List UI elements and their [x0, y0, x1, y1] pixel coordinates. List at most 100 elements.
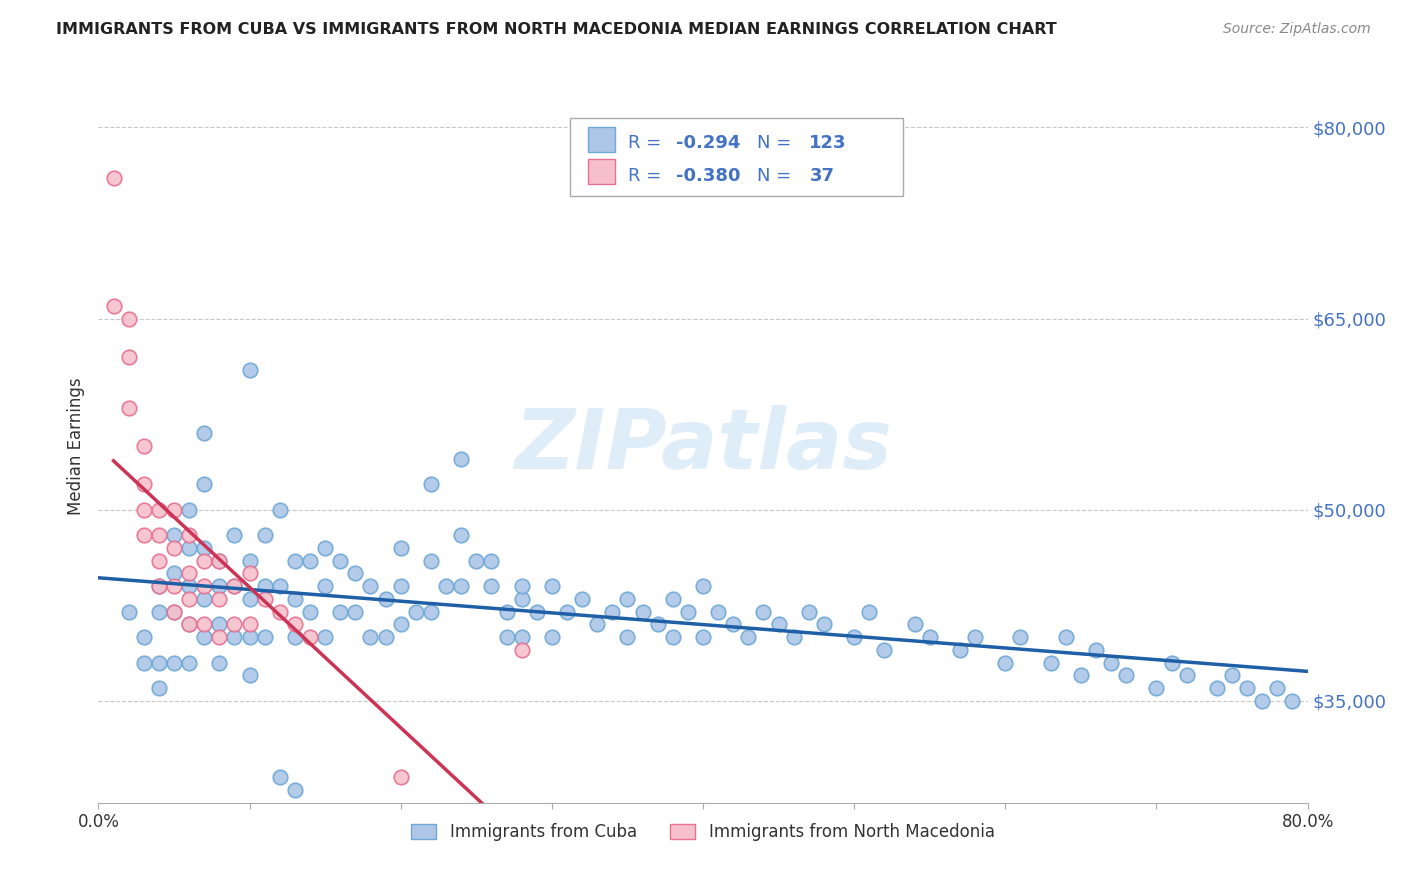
Point: [239, 554, 262, 568]
Point: [193, 426, 215, 441]
Point: [163, 541, 186, 555]
Point: [224, 579, 246, 593]
Point: [1054, 630, 1077, 644]
Point: [481, 554, 503, 568]
Text: N =: N =: [758, 167, 797, 185]
Point: [434, 579, 457, 593]
Point: [314, 630, 336, 644]
Point: [661, 591, 683, 606]
Point: [631, 605, 654, 619]
Bar: [588, 159, 614, 184]
FancyBboxPatch shape: [569, 118, 903, 196]
Point: [768, 617, 790, 632]
Point: [692, 630, 714, 644]
Point: [163, 579, 186, 593]
Point: [163, 502, 186, 516]
Point: [132, 439, 155, 453]
Point: [873, 643, 896, 657]
Point: [495, 630, 517, 644]
Point: [904, 617, 927, 632]
Point: [284, 783, 307, 797]
Point: [389, 617, 412, 632]
Point: [526, 605, 548, 619]
Point: [269, 605, 291, 619]
Point: [208, 591, 231, 606]
Point: [1220, 668, 1243, 682]
Point: [314, 541, 336, 555]
Point: [253, 528, 276, 542]
Point: [510, 591, 533, 606]
Point: [179, 579, 201, 593]
Text: R =: R =: [628, 167, 666, 185]
Point: [1281, 694, 1303, 708]
Point: [374, 591, 396, 606]
Point: [647, 617, 669, 632]
Point: [420, 477, 443, 491]
Point: [148, 528, 170, 542]
Point: [405, 605, 427, 619]
Point: [179, 617, 201, 632]
Point: [1010, 630, 1032, 644]
Point: [1144, 681, 1167, 695]
Point: [1115, 668, 1137, 682]
Text: IMMIGRANTS FROM CUBA VS IMMIGRANTS FROM NORTH MACEDONIA MEDIAN EARNINGS CORRELAT: IMMIGRANTS FROM CUBA VS IMMIGRANTS FROM …: [56, 22, 1057, 37]
Point: [510, 630, 533, 644]
Text: N =: N =: [758, 135, 797, 153]
Point: [465, 554, 488, 568]
Point: [692, 579, 714, 593]
Point: [616, 630, 638, 644]
Point: [676, 605, 699, 619]
Point: [389, 579, 412, 593]
Point: [1175, 668, 1198, 682]
Point: [1099, 656, 1122, 670]
Point: [132, 656, 155, 670]
Point: [179, 502, 201, 516]
Point: [329, 605, 352, 619]
Point: [239, 591, 262, 606]
Point: [193, 579, 215, 593]
Point: [299, 630, 322, 644]
Point: [949, 643, 972, 657]
Point: [193, 630, 215, 644]
Point: [208, 630, 231, 644]
Point: [148, 656, 170, 670]
Point: [797, 605, 820, 619]
Point: [208, 579, 231, 593]
Point: [329, 554, 352, 568]
Point: [994, 656, 1017, 670]
Point: [284, 554, 307, 568]
Point: [284, 630, 307, 644]
Point: [389, 541, 412, 555]
Point: [148, 605, 170, 619]
Point: [1085, 643, 1108, 657]
Point: [163, 605, 186, 619]
Text: ZIPatlas: ZIPatlas: [515, 406, 891, 486]
Point: [314, 579, 336, 593]
Point: [132, 502, 155, 516]
Point: [510, 643, 533, 657]
Point: [103, 299, 125, 313]
Point: [179, 528, 201, 542]
Point: [253, 591, 276, 606]
Point: [1267, 681, 1289, 695]
Point: [555, 605, 578, 619]
Point: [253, 630, 276, 644]
Text: 37: 37: [810, 167, 834, 185]
Point: [239, 362, 262, 376]
Point: [284, 591, 307, 606]
Point: [858, 605, 880, 619]
Point: [737, 630, 759, 644]
Point: [179, 617, 201, 632]
Point: [616, 591, 638, 606]
Point: [1039, 656, 1062, 670]
Point: [132, 528, 155, 542]
Point: [450, 579, 472, 593]
Point: [103, 171, 125, 186]
Point: [602, 605, 624, 619]
Point: [224, 528, 246, 542]
Point: [239, 630, 262, 644]
Point: [193, 591, 215, 606]
Point: [813, 617, 835, 632]
Point: [783, 630, 806, 644]
Point: [1070, 668, 1092, 682]
